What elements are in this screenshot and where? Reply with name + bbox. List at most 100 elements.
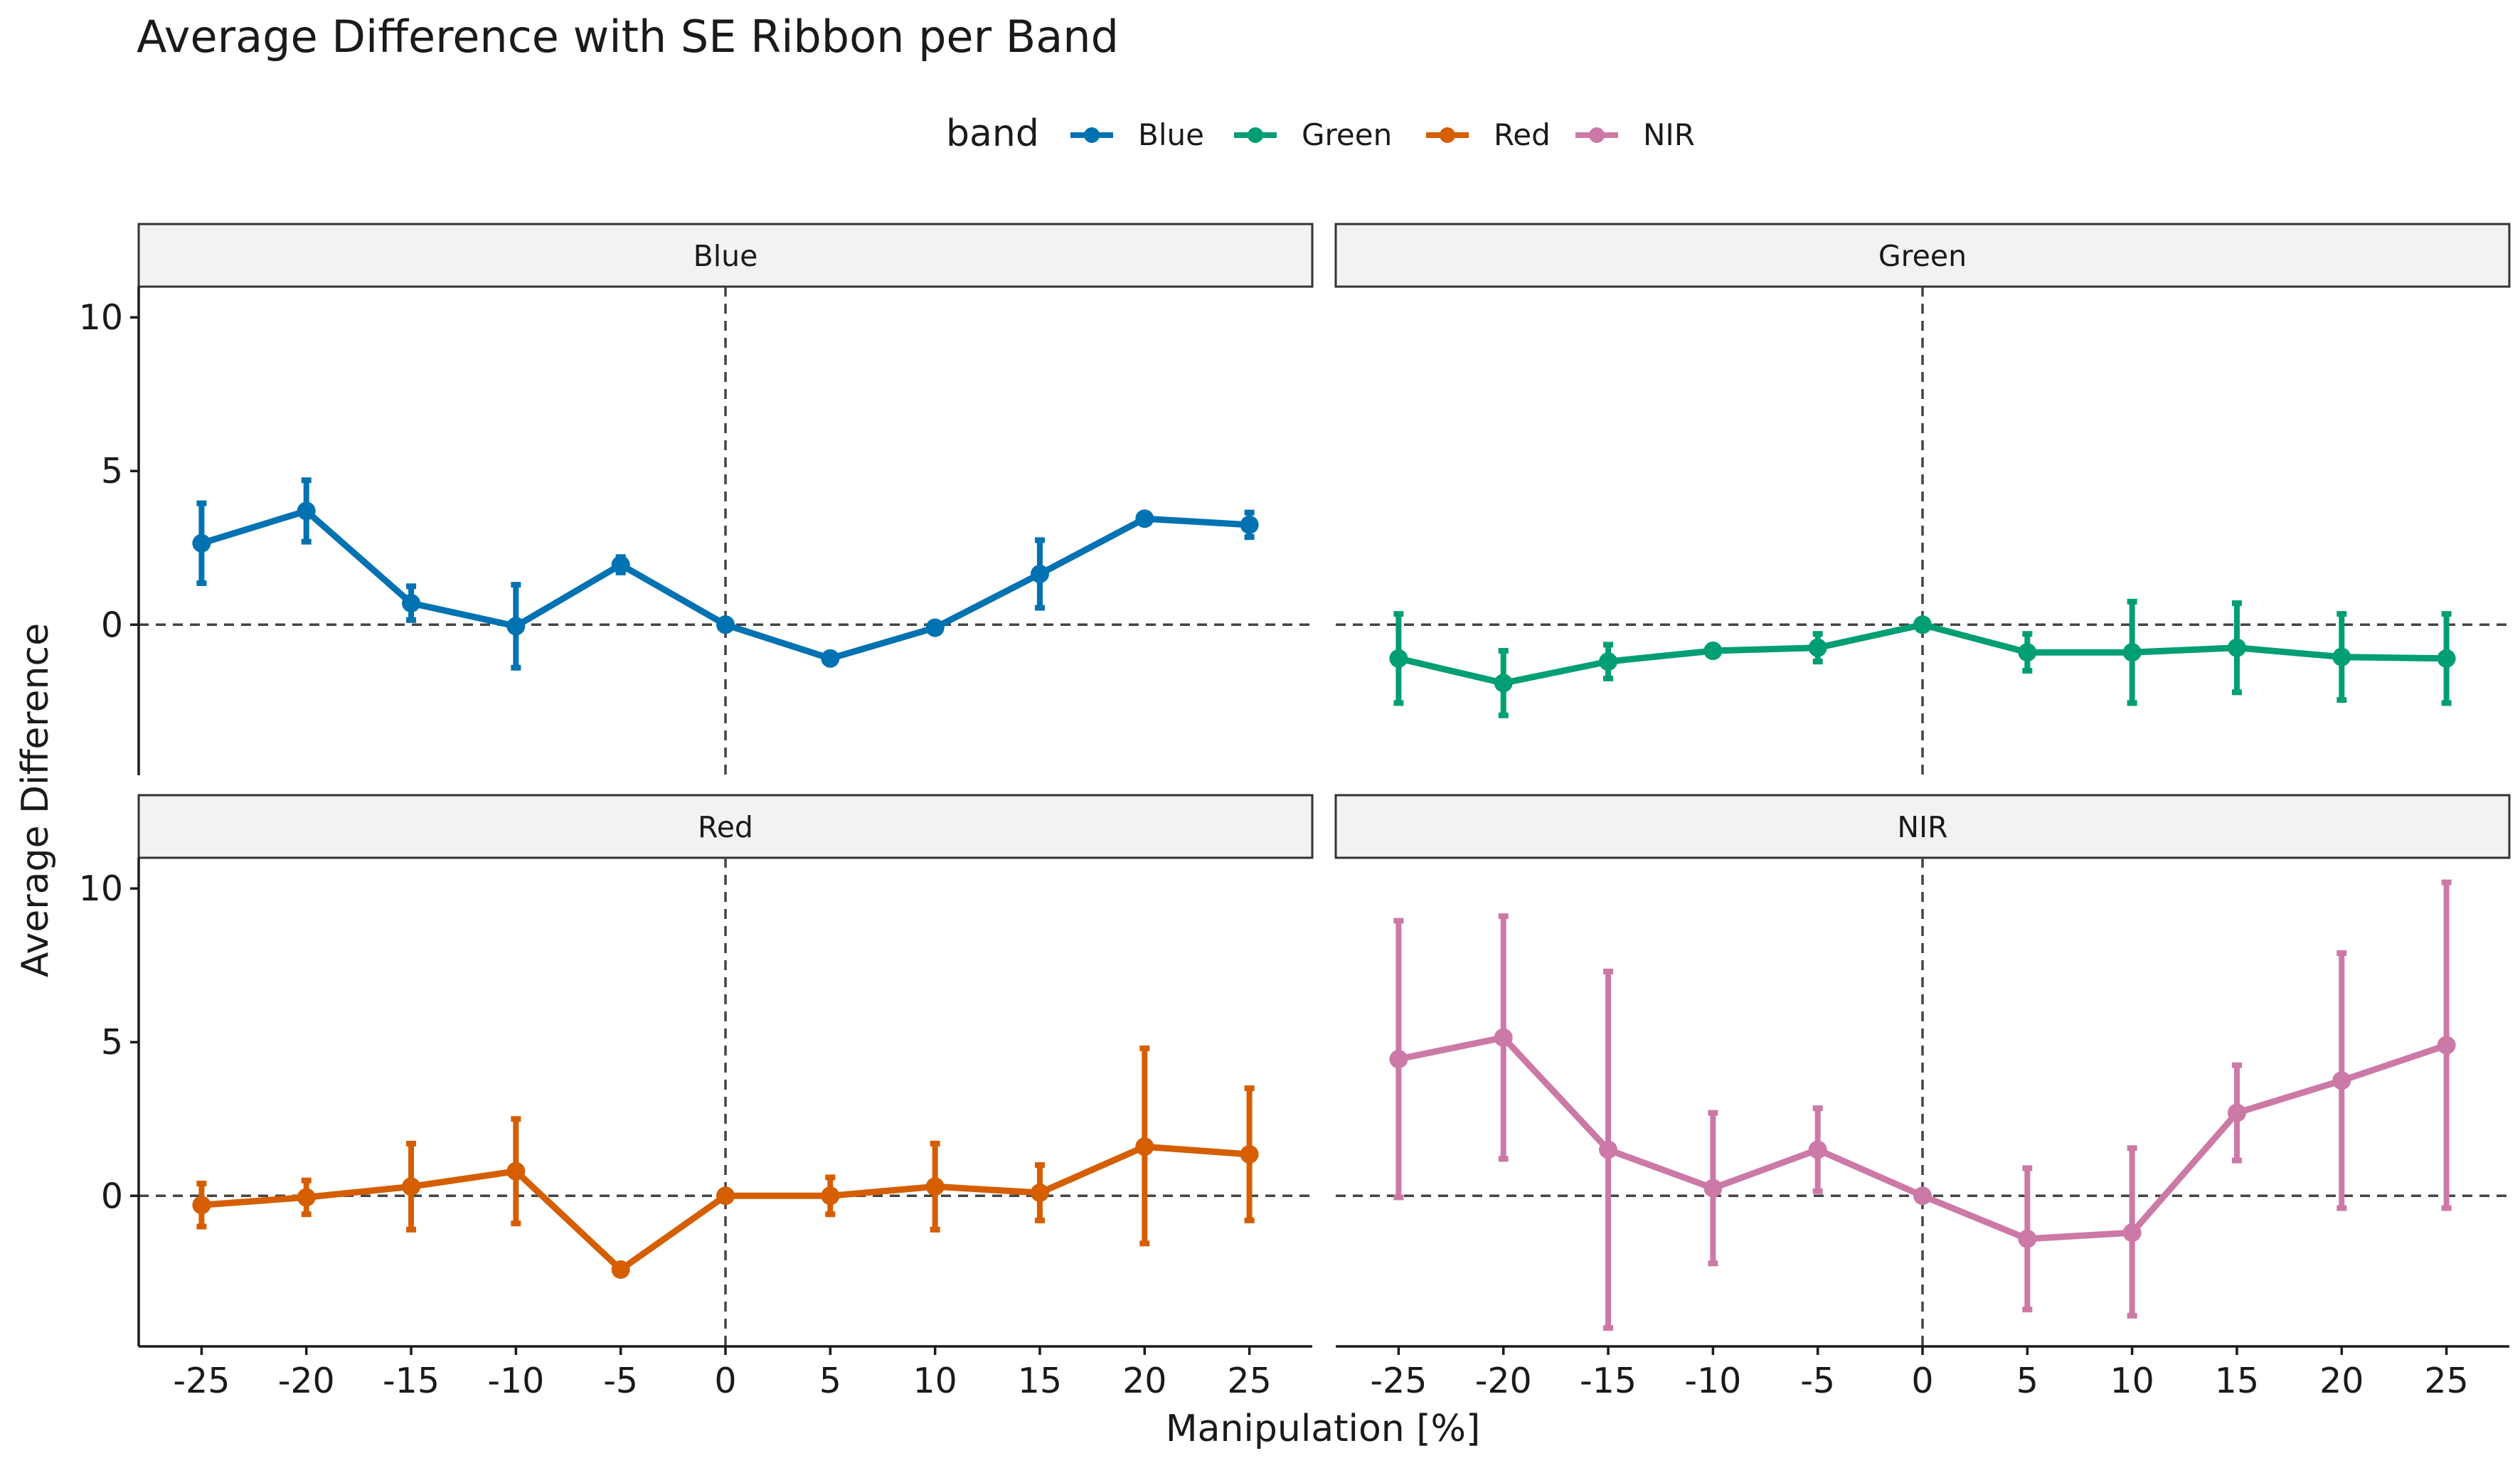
- legend-key-point: [1248, 127, 1263, 143]
- legend-label-red: Red: [1494, 117, 1551, 152]
- data-point: [1135, 1137, 1154, 1156]
- data-point: [1808, 638, 1827, 657]
- x-axis-title: Manipulation [%]: [1166, 1408, 1481, 1450]
- data-point: [2018, 643, 2037, 662]
- facet-panels: Blue 0 5 10 Green Red 0 5 10 -25 -20 -15 -10 -5 0 5 10 15…: [79, 223, 2511, 1401]
- data-point: [297, 501, 316, 521]
- data-point: [821, 1186, 840, 1206]
- data-point: [2332, 1071, 2351, 1090]
- x-tick-label: 0: [714, 1361, 736, 1401]
- x-tick-label: -5: [1800, 1361, 1835, 1401]
- data-point: [2122, 643, 2142, 662]
- x-tick-label: -25: [173, 1361, 230, 1401]
- x-tick-label: -20: [1475, 1361, 1532, 1401]
- x-tick-label: 10: [913, 1361, 957, 1401]
- data-point: [402, 1177, 421, 1196]
- x-tick-label: 20: [1122, 1361, 1166, 1401]
- data-point: [2437, 649, 2456, 668]
- data-point: [1808, 1140, 1827, 1159]
- legend-label-blue: Blue: [1138, 117, 1204, 152]
- y-tick-label: 5: [101, 1022, 123, 1063]
- data-point: [925, 618, 945, 637]
- legend-key-point: [1084, 127, 1100, 143]
- legend-label-green: Green: [1302, 117, 1392, 152]
- x-tick-label: 10: [2110, 1361, 2154, 1401]
- facet-green: Green: [1334, 223, 2511, 775]
- data-point: [1030, 1183, 1049, 1202]
- x-tick-label: 5: [2016, 1361, 2038, 1401]
- y-tick-label: 10: [79, 868, 123, 909]
- y-tick-label: 0: [101, 605, 123, 645]
- data-point: [2227, 638, 2246, 657]
- legend-item-nir: NIR: [1575, 117, 1695, 152]
- data-point: [192, 1196, 211, 1215]
- data-point: [1494, 674, 1513, 693]
- legend-title: band: [946, 112, 1039, 155]
- facet-blue: Blue 0 5 10: [79, 223, 1314, 775]
- x-tick-label: -10: [487, 1361, 544, 1401]
- x-tick-label: -15: [1580, 1361, 1637, 1401]
- facet-strip: [1334, 794, 2511, 859]
- legend-item-blue: Blue: [1070, 117, 1204, 152]
- data-point: [506, 617, 526, 636]
- data-point: [611, 555, 630, 575]
- x-tick-label: 15: [1018, 1361, 1062, 1401]
- data-point: [2018, 1229, 2037, 1248]
- x-tick-label: 25: [1227, 1361, 1271, 1401]
- data-point: [716, 1186, 735, 1206]
- data-point: [506, 1161, 526, 1181]
- data-point: [1913, 1186, 1932, 1206]
- x-tick-label: 25: [2424, 1361, 2468, 1401]
- y-tick-label: 10: [79, 297, 123, 338]
- x-tick-label: -15: [383, 1361, 440, 1401]
- x-tick-label: -20: [278, 1361, 335, 1401]
- x-tick-label: -10: [1684, 1361, 1741, 1401]
- x-tick-label: 0: [1911, 1361, 1933, 1401]
- data-point: [1240, 515, 1259, 534]
- data-point: [821, 649, 840, 668]
- data-point: [402, 594, 421, 613]
- chart-title: Average Difference with SE Ribbon per Ba…: [137, 11, 1119, 63]
- x-tick-label: 5: [819, 1361, 841, 1401]
- data-point: [1135, 509, 1154, 528]
- legend-item-green: Green: [1234, 117, 1392, 152]
- data-point: [2122, 1223, 2142, 1243]
- data-point: [1240, 1144, 1259, 1164]
- data-point: [1599, 652, 1618, 671]
- y-axis-title: Average Difference: [14, 623, 57, 977]
- data-point: [297, 1188, 316, 1207]
- y-tick-label: 5: [101, 451, 123, 491]
- data-point: [2332, 647, 2351, 666]
- y-tick-label: 0: [101, 1176, 123, 1216]
- data-point: [192, 533, 211, 553]
- facet-strip-label: Red: [698, 810, 753, 844]
- data-point: [1494, 1028, 1513, 1047]
- legend-key-point: [1589, 127, 1605, 143]
- x-tick-label: 20: [2319, 1361, 2364, 1401]
- facet-strip: [137, 794, 1314, 859]
- data-point: [611, 1260, 630, 1279]
- data-point: [1703, 1179, 1723, 1198]
- data-point: [1030, 564, 1049, 583]
- data-point: [1599, 1140, 1618, 1159]
- facet-red: Red 0 5 10 -25 -20 -15 -10 -5 0 5 10 15 20 25: [79, 794, 1314, 1401]
- facet-strip-label: NIR: [1897, 810, 1947, 844]
- data-point: [2227, 1103, 2246, 1122]
- facet-strip-label: Blue: [693, 239, 758, 273]
- facet-strip-label: Green: [1878, 239, 1967, 273]
- legend-key-point: [1440, 127, 1455, 143]
- legend-item-red: Red: [1426, 117, 1551, 152]
- facet-nir: NIR -25 -20 -15 -10 -5 0 5 10 15 20 25: [1334, 794, 2511, 1401]
- data-point: [716, 615, 735, 634]
- legend-label-nir: NIR: [1643, 117, 1695, 152]
- data-point: [2437, 1036, 2456, 1055]
- data-point: [925, 1177, 945, 1196]
- data-point: [1389, 1050, 1408, 1069]
- legend: band Blue Green Red NIR: [946, 112, 1695, 155]
- facet-strip: [137, 223, 1314, 288]
- data-point: [1913, 615, 1932, 634]
- facet-strip: [1334, 223, 2511, 288]
- data-point: [1703, 642, 1723, 661]
